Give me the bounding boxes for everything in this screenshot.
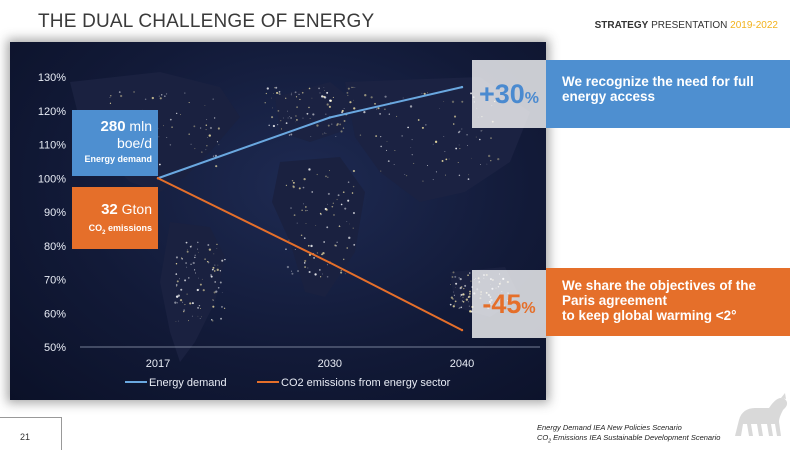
data-point [156,177,160,180]
page-title: THE DUAL CHALLENGE OF ENERGY [38,11,375,32]
x-tick-label: 2040 [450,358,474,370]
co2-message: We share the objectives of the Paris agr… [546,268,790,336]
world-map-chart: 50% 60% 70% 80% 90% 100% 110% 120% 130% 2017 2030… [10,42,546,400]
presentation-rest: PRESENTATION [648,20,731,31]
y-tick-label: 80% [44,241,66,253]
continent-africa [272,157,365,297]
x-axis: 2017 2030 2040 [146,358,474,370]
y-tick-label: 100% [38,173,66,185]
y-tick-label: 70% [44,275,66,287]
energy-unit2: boe/d [116,135,152,151]
y-tick-label: 90% [44,207,66,219]
y-tick-label: 120% [38,106,66,118]
energy-value: 280 [100,118,126,135]
energy-demand-callout: 280 mln boe/d Energy demand [72,110,158,176]
presentation-strong: STRATEGY [594,20,649,31]
y-tick-label: 50% [44,342,66,354]
footnote-energy: Energy Demand IEA New Policies Scenario [537,423,682,432]
x-tick-label: 2030 [318,358,342,370]
page-number: 21 [0,417,62,450]
legend-label: CO2 emissions from energy sector [281,377,451,389]
six-legged-dog-logo-icon [735,393,788,436]
data-point [460,85,464,89]
y-axis: 50% 60% 70% 80% 90% 100% 110% 120% 130% [38,72,66,354]
energy-unit: mln [125,118,152,134]
data-point [460,328,464,332]
co2-callout: 32 Gton CO2 emissions [72,187,158,249]
series-layer [156,85,464,332]
y-tick-label: 130% [38,72,66,84]
presentation-label: STRATEGY PRESENTATION 2019-2022 [595,20,778,31]
co2-message-line1: We share the objectives of the Paris agr… [562,278,757,308]
y-tick-label: 110% [39,140,67,152]
energy-message: We recognize the need for full energy ac… [546,60,790,128]
x-tick-label: 2017 [146,358,170,370]
co2-message-line2: to keep global warming <2° [562,308,737,323]
co2-unit: Gton [117,201,152,217]
legend-label: Energy demand [149,377,227,389]
co2-label: CO2 emissions [88,223,152,236]
source-footnotes: Energy Demand IEA New Policies Scenario … [537,423,720,447]
data-point [328,261,332,264]
data-point [328,116,332,119]
energy-change-badge: +30% [472,60,546,128]
energy-label: Energy demand [84,154,152,164]
co2-value: 32 [101,201,118,218]
continent-europe [275,82,355,142]
footnote-co2: CO2 Emissions IEA Sustainable Developmen… [537,433,721,445]
y-tick-label: 60% [44,308,66,320]
chart-legend: Energy demand CO2 emissions from energy s… [125,377,451,389]
co2-change-badge: -45% [472,270,546,338]
presentation-years: 2019-2022 [730,20,778,31]
